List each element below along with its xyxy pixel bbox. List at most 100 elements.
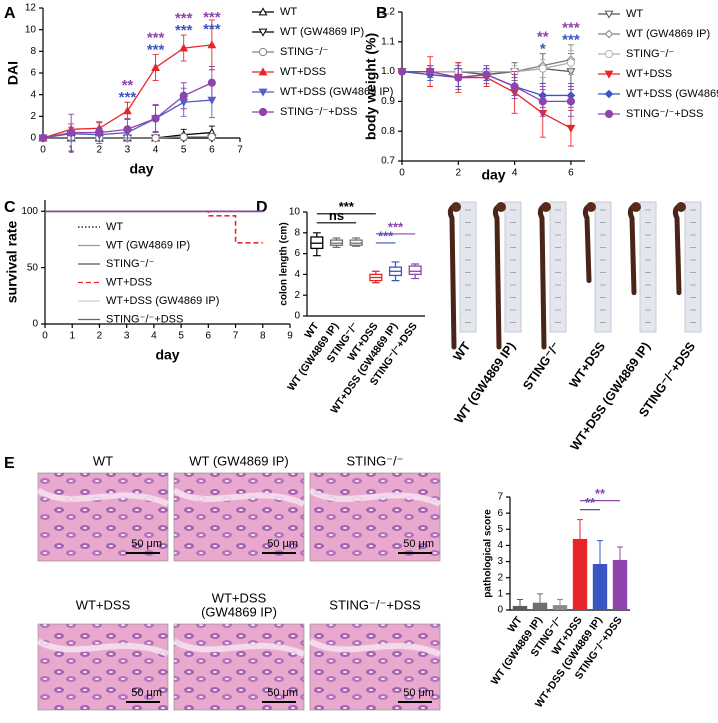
marker — [454, 73, 463, 82]
significance-mark: ** — [537, 29, 549, 46]
marker — [151, 62, 161, 71]
ruler — [549, 201, 567, 333]
ruler — [504, 201, 522, 333]
marker — [538, 64, 547, 73]
error-bar — [537, 593, 543, 603]
x-tick-label: 5 — [181, 145, 187, 156]
y-tick-label: 0.9 — [381, 96, 395, 107]
image-title: WT — [93, 453, 113, 468]
cecum — [676, 202, 686, 212]
y-tick-label: 4 — [497, 540, 503, 551]
error-bar — [557, 599, 563, 606]
tissue-lumen — [172, 638, 306, 657]
legend-label: WT (GW4869 IP) — [626, 28, 710, 40]
marker — [397, 67, 407, 76]
y-tick-label: 6 — [30, 68, 36, 79]
x-tick-label: 2 — [97, 145, 103, 156]
marker — [123, 125, 132, 134]
marker — [482, 70, 491, 79]
colon — [492, 203, 502, 350]
y-tick-label: 4 — [294, 269, 300, 280]
panel-label: A — [4, 5, 16, 22]
image-title: WT+DSS — [212, 590, 267, 605]
scale-label: 50 μm — [267, 538, 298, 550]
y-tick-label: 2 — [497, 572, 503, 583]
significance-mark: *** — [339, 199, 355, 214]
bar — [532, 602, 548, 610]
marker — [510, 82, 519, 91]
y-tick-label: 8 — [30, 46, 36, 57]
box-whisker — [411, 263, 420, 280]
y-tick-label: 3 — [497, 556, 503, 567]
histology-image — [173, 472, 305, 562]
marker — [538, 97, 547, 106]
y-tick-label: 0.8 — [381, 126, 395, 137]
ruler — [459, 201, 477, 333]
x-tick-label: 6 — [206, 331, 212, 342]
legend-label: WT — [626, 8, 643, 20]
significance-mark: *** — [175, 22, 193, 39]
y-tick-label: 1.2 — [381, 7, 395, 18]
x-tick-label: 0 — [40, 145, 46, 156]
cecum — [496, 202, 506, 212]
y-tick-label: 4 — [30, 89, 36, 100]
significance-mark: *** — [388, 219, 404, 234]
colon — [627, 203, 637, 296]
colon — [672, 203, 682, 296]
y-tick-label: 10 — [25, 24, 37, 35]
scale-label: 50 μm — [131, 538, 162, 550]
panel-label: B — [376, 5, 388, 22]
y-tick-label: 5 — [497, 524, 503, 535]
image-title: (GW4869 IP) — [201, 604, 277, 619]
ruler — [639, 201, 657, 333]
significance-mark: ns — [329, 208, 344, 223]
x-tick-label: 6 — [568, 168, 574, 179]
marker — [38, 133, 48, 143]
marker — [122, 106, 132, 115]
legend-marker — [258, 107, 268, 117]
colon — [582, 203, 592, 284]
x-tick-label: 0 — [42, 331, 48, 342]
scale-label: 50 μm — [267, 687, 298, 699]
legend-marker — [604, 70, 614, 79]
legend-label: WT (GW4869 IP) — [280, 26, 364, 38]
y-axis-label: colon length (cm) — [279, 222, 290, 305]
marker — [151, 133, 160, 143]
legend-marker — [604, 89, 614, 99]
x-tick-label: 2 — [97, 331, 103, 342]
legend-label: WT+DSS (GW4869 IP) — [626, 88, 718, 100]
y-tick-label: 0 — [30, 133, 36, 144]
photo-label: WT+DSS — [567, 340, 609, 391]
marker — [566, 97, 576, 106]
marker — [566, 124, 576, 133]
y-tick-label: 2 — [30, 111, 36, 122]
ruler — [684, 201, 702, 333]
y-axis-label: survival rate — [4, 221, 20, 304]
bar — [512, 605, 528, 610]
y-tick-label: 1.1 — [381, 36, 395, 47]
y-tick-label: 10 — [289, 207, 301, 218]
y-tick-label: 2 — [294, 290, 300, 301]
legend-marker — [258, 67, 268, 76]
y-tick-label: 100 — [21, 206, 38, 217]
box — [408, 265, 422, 276]
y-tick-label: 1.0 — [381, 66, 395, 77]
legend-label: STING⁻/⁻+DSS — [626, 108, 703, 120]
box-whisker — [332, 237, 341, 248]
colon — [537, 203, 547, 350]
significance-mark: *** — [562, 20, 580, 37]
x-tick-label: 8 — [260, 331, 266, 342]
legend-marker — [604, 10, 614, 19]
panel-label: C — [4, 199, 16, 216]
legend-label: WT — [106, 221, 123, 233]
error-bar — [577, 519, 583, 539]
cecum — [631, 202, 641, 212]
bar — [612, 559, 628, 610]
legend-label: WT (GW4869 IP) — [106, 239, 190, 251]
x-axis-label: day — [129, 161, 153, 177]
legend-marker — [604, 29, 614, 39]
bar — [552, 605, 568, 610]
x-tick-label: 4 — [512, 168, 518, 179]
x-tick-label: 6 — [209, 145, 215, 156]
